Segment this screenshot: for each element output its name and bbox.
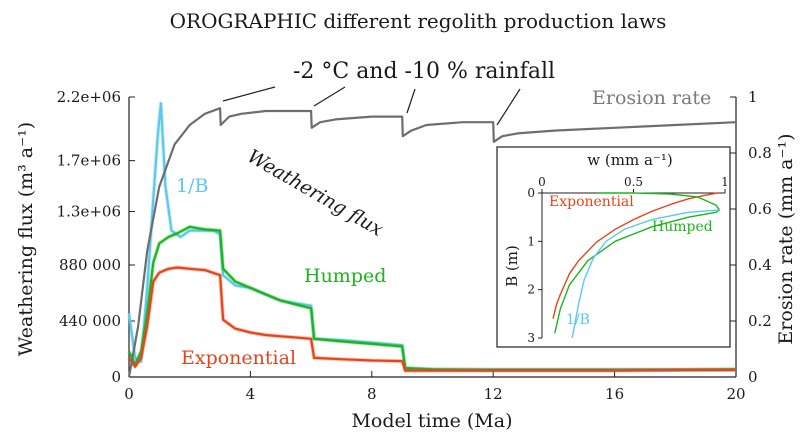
inset-y-tick-label: 2 [527,283,535,297]
inset-y-tick-label: 1 [527,234,535,248]
y2-tick-label: 0.4 [748,256,772,274]
y-tick-label: 1.7e+06 [57,152,121,170]
series-label-erosion-rate: Erosion rate [592,87,711,109]
inset-series-line-exponential [552,192,718,319]
inset-x-ticks: 0 0.5 1 [538,175,729,193]
inset-y-axis-label: B (m) [503,245,521,287]
inset-label-humped: Humped [652,219,713,235]
y-tick-label: 880 000 [59,256,121,274]
y2-axis-label: Erosion rate (mm a⁻¹) [775,133,797,344]
series-label-humped: Humped [304,265,386,287]
x-tick-label: 20 [726,385,745,403]
y-tick-label: 2.2e+06 [57,88,121,106]
y-axis-ticks: 0 440 000 880 000 1.3e+06 1.7e+06 2.2e+06 [57,88,135,386]
series-line-exponential [128,266,736,372]
inset-series-group [552,192,721,339]
inset-x-tick-label: 0.5 [624,175,643,189]
climate-arrow-1 [222,86,276,102]
inset-series-line-humped [554,192,721,334]
inset-series-line-1-b [571,209,720,339]
y-tick-label: 0 [111,368,121,386]
climate-step-label: -2 °C and -10 % rainfall [293,59,555,84]
x-tick-label: 4 [246,385,256,403]
climate-arrow-2 [313,86,346,107]
y-tick-label: 1.3e+06 [57,203,121,221]
inset-y-tick-label: 0 [527,186,535,200]
inset-x-tick-label: 0 [538,175,546,189]
weathering-flux-annotation: Weathering flux [244,145,388,241]
climate-step-annotation: -2 °C and -10 % rainfall [222,59,555,126]
y2-tick-label: 1 [748,88,758,106]
inset-y-tick-label: 3 [527,331,535,345]
series-line-erosion-rate [127,107,737,378]
series-label-1-over-b: 1/B [176,175,208,197]
inset-y-ticks: 0 1 2 3 [527,186,542,345]
y-tick-label: 440 000 [59,312,121,330]
main-plot-frame [128,97,737,378]
inset-label-1-over-b: 1/B [566,312,590,328]
inset-frame [496,146,731,348]
main-series-group [127,101,737,378]
inset-x-axis-label: w (mm a⁻¹) [587,151,672,169]
chart-title: OROGRAPHIC different regolith production… [170,9,667,33]
inset-label-exponential: Exponential [549,194,634,210]
x-tick-label: 0 [124,385,134,403]
inset-x-tick-label: 1 [721,175,729,189]
y2-tick-label: 0.2 [748,312,772,330]
y2-tick-label: 0.8 [748,144,772,162]
y2-tick-label: 0.6 [748,200,772,218]
x-tick-label: 8 [367,385,377,403]
x-axis-ticks: 0 4 8 12 16 20 [124,371,746,403]
y2-tick-label: 0 [748,368,758,386]
climate-arrow-4 [496,88,521,126]
y-axis-label: Weathering flux (m³ a⁻¹) [15,122,37,356]
x-axis-label: Model time (Ma) [351,410,512,432]
climate-arrow-3 [406,88,416,114]
y2-axis-ticks: 0 0.2 0.4 0.6 0.8 1 [730,88,772,386]
x-tick-label: 16 [605,385,624,403]
series-label-exponential: Exponential [181,347,296,369]
x-tick-label: 12 [484,385,503,403]
